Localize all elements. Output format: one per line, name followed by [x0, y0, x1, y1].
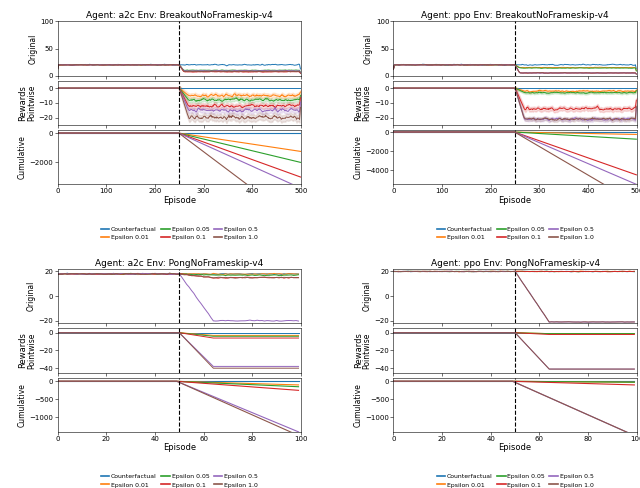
Legend: Counterfactual, Epsilon 0.01, Epsilon 0.05, Epsilon 0.1, Epsilon 0.5, Epsilon 1.: Counterfactual, Epsilon 0.01, Epsilon 0.…	[436, 226, 594, 240]
Text: Rewards: Rewards	[354, 332, 363, 368]
Legend: Counterfactual, Epsilon 0.01, Epsilon 0.05, Epsilon 0.1, Epsilon 0.5, Epsilon 1.: Counterfactual, Epsilon 0.01, Epsilon 0.…	[100, 226, 258, 240]
Legend: Counterfactual, Epsilon 0.01, Epsilon 0.05, Epsilon 0.1, Epsilon 0.5, Epsilon 1.: Counterfactual, Epsilon 0.01, Epsilon 0.…	[436, 474, 594, 488]
X-axis label: Episode: Episode	[163, 196, 196, 205]
Y-axis label: Pointwise: Pointwise	[27, 85, 36, 121]
Title: Agent: a2c Env: BreakoutNoFrameskip-v4: Agent: a2c Env: BreakoutNoFrameskip-v4	[86, 11, 273, 20]
Text: Rewards: Rewards	[18, 85, 27, 121]
Legend: Counterfactual, Epsilon 0.01, Epsilon 0.05, Epsilon 0.1, Epsilon 0.5, Epsilon 1.: Counterfactual, Epsilon 0.01, Epsilon 0.…	[100, 474, 258, 488]
X-axis label: Episode: Episode	[163, 444, 196, 452]
X-axis label: Episode: Episode	[499, 444, 532, 452]
Text: Rewards: Rewards	[18, 332, 27, 368]
Y-axis label: Cumulative: Cumulative	[18, 383, 27, 427]
Y-axis label: Cumulative: Cumulative	[18, 135, 27, 179]
X-axis label: Episode: Episode	[499, 196, 532, 205]
Y-axis label: Cumulative: Cumulative	[354, 383, 363, 427]
Y-axis label: Pointwise: Pointwise	[27, 332, 36, 368]
Y-axis label: Original: Original	[364, 33, 373, 64]
Title: Agent: ppo Env: PongNoFrameskip-v4: Agent: ppo Env: PongNoFrameskip-v4	[431, 259, 600, 267]
Y-axis label: Cumulative: Cumulative	[354, 135, 363, 179]
Title: Agent: a2c Env: PongNoFrameskip-v4: Agent: a2c Env: PongNoFrameskip-v4	[95, 259, 264, 267]
Y-axis label: Original: Original	[28, 33, 37, 64]
Text: Rewards: Rewards	[354, 85, 363, 121]
Title: Agent: ppo Env: BreakoutNoFrameskip-v4: Agent: ppo Env: BreakoutNoFrameskip-v4	[421, 11, 609, 20]
Y-axis label: Pointwise: Pointwise	[363, 332, 372, 368]
Y-axis label: Pointwise: Pointwise	[363, 85, 372, 121]
Y-axis label: Original: Original	[27, 281, 36, 311]
Y-axis label: Original: Original	[363, 281, 372, 311]
